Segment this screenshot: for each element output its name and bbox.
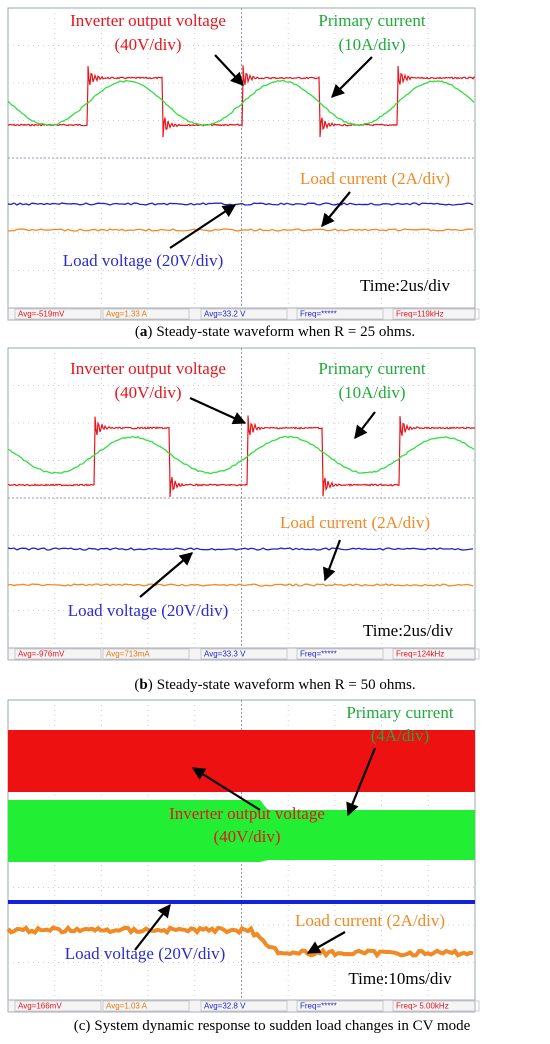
arrow [331, 56, 373, 98]
annotation: Load current (2A/div) [280, 513, 430, 532]
measurement: Avg=-519mV [18, 310, 65, 319]
measurement-box [296, 648, 384, 660]
measurement-bar [7, 999, 476, 1013]
measurement-bar [7, 647, 476, 661]
measurement-box [392, 1000, 480, 1012]
caption-label-close: ) [147, 324, 152, 340]
caption-label: (b) [134, 677, 152, 693]
measurement: Avg=32.8 V [204, 1002, 246, 1011]
measurement: Freq=124kHz [396, 650, 444, 659]
arrow [322, 539, 342, 582]
caption: (b) Steady-state waveform when R = 50 ohm… [134, 677, 415, 693]
caption-text: Steady-state waveform when R = 25 ohms. [156, 324, 415, 340]
inverter-voltage-band [8, 730, 475, 792]
annotation: (4A/div) [371, 726, 430, 745]
annotation: (40V/div) [114, 35, 181, 54]
measurement: Avg=-976mV [18, 650, 65, 659]
measurement-box [392, 308, 480, 320]
annotation: Primary current [318, 359, 425, 378]
measurement-box [102, 1000, 190, 1012]
load-current-trace [7, 583, 474, 587]
scope-panel: Avg=166mV Avg=1.03 A Avg=32.8 V Freq=***** F… [6, 699, 480, 1034]
arrow [189, 396, 247, 425]
annotation: Inverter output voltage [169, 804, 325, 823]
measurement-box [392, 648, 480, 660]
measurement-box [296, 308, 384, 320]
measurement-box [200, 308, 288, 320]
inverter-voltage-trace [7, 65, 476, 138]
arrow [139, 552, 194, 598]
caption-label-open: ( [134, 677, 139, 693]
measurement-box [102, 648, 190, 660]
scope-panel: Avg=-976mV Avg=713mA Avg=33.3 V Freq=***** F… [7, 347, 480, 693]
measurement: Freq=***** [300, 650, 337, 659]
measurement-box [14, 1000, 102, 1012]
measurement: Freq=***** [300, 310, 337, 319]
annotation: (40V/div) [114, 383, 181, 402]
measurement: Avg=1.03 A [106, 1002, 148, 1011]
arrow [346, 747, 377, 817]
caption-label-letter: c [79, 1018, 86, 1034]
annotation: Time:10ms/div [348, 969, 452, 988]
measurement-box [14, 308, 102, 320]
annotation: Load voltage (20V/div) [63, 251, 224, 270]
load-voltage-trace [7, 202, 474, 206]
load-voltage-trace [7, 547, 474, 551]
measurement-bar [7, 307, 476, 321]
arrow [169, 204, 237, 249]
annotation: Primary current [346, 703, 453, 722]
caption-label-letter: a [140, 324, 148, 340]
annotation: (10A/div) [338, 35, 405, 54]
measurement: Freq=119kHz [396, 310, 444, 319]
annotation: Inverter output voltage [70, 11, 226, 30]
arrow [134, 903, 171, 951]
arrow [354, 411, 376, 440]
measurement: Freq> 5.00kHz [396, 1002, 449, 1011]
caption: (a) Steady-state waveform when R = 25 ohm… [135, 324, 415, 340]
caption-text: System dynamic response to sudden load c… [94, 1018, 470, 1034]
annotation: Load current (2A/div) [300, 169, 450, 188]
measurement-box [102, 308, 190, 320]
measurement: Avg=33.3 V [204, 650, 246, 659]
arrow [214, 54, 244, 86]
load-current-trace [6, 924, 474, 959]
annotation: Load voltage (20V/div) [68, 601, 229, 620]
caption-label-open: ( [74, 1018, 79, 1034]
annotation: Load voltage (20V/div) [65, 944, 226, 963]
caption-label-close: ) [148, 677, 153, 693]
primary-current-trace [7, 435, 475, 475]
annotation: Time:2us/div [363, 621, 454, 640]
arrow [306, 931, 346, 954]
arrow [321, 191, 351, 228]
caption-text: Steady-state waveform when R = 50 ohms. [157, 677, 416, 693]
measurement: Avg=33.2 V [204, 310, 246, 319]
caption-label: (c) [74, 1018, 91, 1034]
annotation: Load current (2A/div) [295, 911, 445, 930]
scope-panel: Avg=-519mV Avg=1.33 A Avg=33.2 V Freq=*****… [7, 7, 480, 340]
annotation: (40V/div) [213, 827, 280, 846]
measurement: Avg=1.33 A [106, 310, 148, 319]
caption-label: (a) [135, 324, 153, 340]
measurement-box [296, 1000, 384, 1012]
annotation: Inverter output voltage [70, 359, 226, 378]
measurement: Avg=713mA [106, 650, 150, 659]
measurement: Avg=166mV [18, 1002, 62, 1011]
caption: (c) System dynamic response to sudden loa… [74, 1018, 471, 1034]
annotation: Primary current [318, 11, 425, 30]
arrow [191, 767, 261, 811]
caption-label-letter: b [139, 677, 147, 693]
caption-label-open: ( [135, 324, 140, 340]
primary-current-trace [7, 79, 475, 127]
inverter-voltage-trace [7, 415, 476, 498]
load-current-trace [7, 228, 474, 232]
annotation: Time:2us/div [360, 276, 451, 295]
measurement-box [200, 1000, 288, 1012]
measurement-box [14, 648, 102, 660]
caption-label-close: ) [85, 1018, 90, 1034]
annotation: (10A/div) [338, 383, 405, 402]
measurement: Freq=***** [300, 1002, 337, 1011]
measurement-box [200, 648, 288, 660]
